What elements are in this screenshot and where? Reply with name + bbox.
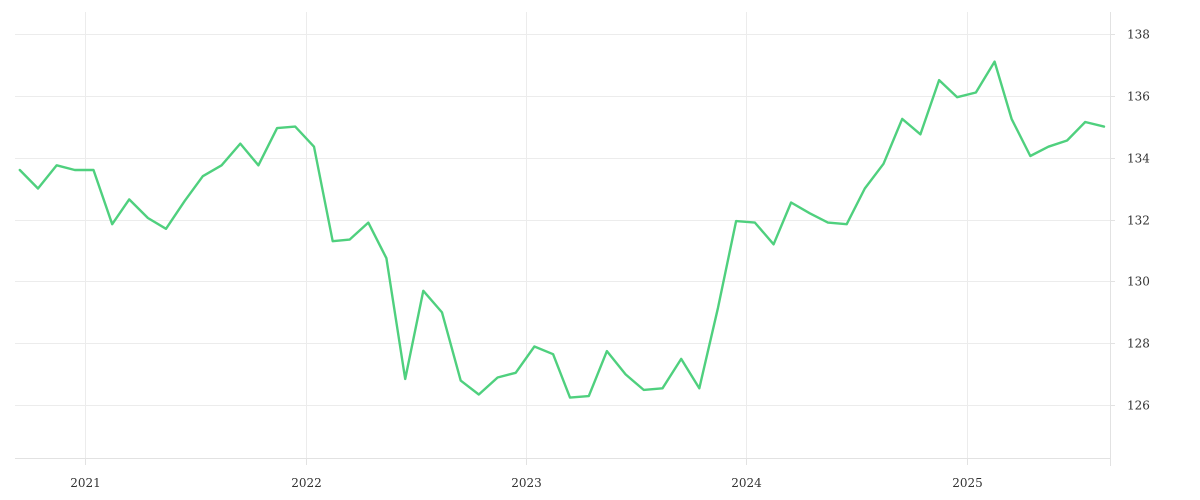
data-point bbox=[478, 393, 480, 395]
y-tick-label: 128 bbox=[1127, 337, 1150, 351]
data-point bbox=[661, 387, 663, 389]
data-point bbox=[1084, 121, 1086, 123]
data-point bbox=[735, 220, 737, 222]
y-tick-label: 132 bbox=[1127, 214, 1150, 228]
data-point bbox=[276, 127, 278, 129]
series-line bbox=[18, 60, 1106, 399]
data-point bbox=[680, 358, 682, 360]
data-point bbox=[128, 198, 130, 200]
data-point bbox=[257, 164, 259, 166]
data-point bbox=[313, 146, 315, 148]
data-point bbox=[515, 372, 517, 374]
data-point bbox=[846, 223, 848, 225]
data-point bbox=[74, 169, 76, 171]
y-tick-label: 130 bbox=[1127, 275, 1150, 289]
data-point bbox=[864, 187, 866, 189]
y-axis-ticks: 126 128 130 132 134 136 138 bbox=[1110, 28, 1150, 413]
data-point bbox=[460, 379, 462, 381]
data-point bbox=[772, 243, 774, 245]
data-point bbox=[569, 396, 571, 398]
data-point bbox=[385, 257, 387, 259]
y-tick-label: 126 bbox=[1127, 399, 1150, 413]
data-point bbox=[956, 96, 958, 98]
data-point bbox=[606, 350, 608, 352]
x-tick-label: 2022 bbox=[291, 476, 322, 490]
data-point bbox=[533, 345, 535, 347]
data-points bbox=[19, 60, 1106, 398]
data-point bbox=[552, 353, 554, 355]
data-point bbox=[827, 221, 829, 223]
data-point bbox=[165, 228, 167, 230]
data-point bbox=[1010, 118, 1012, 120]
data-point bbox=[1103, 125, 1105, 127]
data-point bbox=[624, 373, 626, 375]
data-point bbox=[56, 164, 58, 166]
data-point bbox=[1066, 139, 1068, 141]
data-point bbox=[901, 118, 903, 120]
y-tick-label: 136 bbox=[1127, 90, 1150, 104]
data-point bbox=[919, 133, 921, 135]
data-point bbox=[809, 212, 811, 214]
data-point bbox=[367, 221, 369, 223]
data-point bbox=[111, 223, 113, 225]
data-point bbox=[588, 395, 590, 397]
vertical-gridlines bbox=[85, 12, 968, 458]
data-point bbox=[348, 238, 350, 240]
data-point bbox=[754, 221, 756, 223]
x-tick-label: 2024 bbox=[731, 476, 762, 490]
data-point bbox=[496, 376, 498, 378]
data-point bbox=[717, 307, 719, 309]
data-point bbox=[294, 125, 296, 127]
horizontal-gridlines bbox=[15, 34, 1110, 406]
data-point bbox=[975, 91, 977, 93]
data-point bbox=[1029, 155, 1031, 157]
data-point bbox=[92, 169, 94, 171]
y-tick-label: 138 bbox=[1127, 28, 1150, 42]
data-point bbox=[698, 387, 700, 389]
x-tick-label: 2023 bbox=[511, 476, 542, 490]
data-point bbox=[220, 164, 222, 166]
data-point bbox=[938, 79, 940, 81]
data-point bbox=[1047, 146, 1049, 148]
data-point bbox=[790, 201, 792, 203]
data-point bbox=[147, 217, 149, 219]
data-point bbox=[332, 240, 334, 242]
data-point bbox=[404, 378, 406, 380]
data-point bbox=[422, 290, 424, 292]
data-point bbox=[239, 142, 241, 144]
data-point bbox=[882, 163, 884, 165]
data-point bbox=[993, 60, 995, 62]
data-point bbox=[184, 200, 186, 202]
data-point bbox=[19, 169, 21, 171]
x-tick-label: 2021 bbox=[70, 476, 101, 490]
y-tick-label: 134 bbox=[1127, 152, 1150, 166]
data-point bbox=[37, 187, 39, 189]
x-tick-label: 2025 bbox=[952, 476, 983, 490]
x-axis-ticks: 2021 2022 2023 2024 2025 bbox=[70, 458, 983, 490]
data-point bbox=[202, 175, 204, 177]
data-point bbox=[643, 389, 645, 391]
data-point bbox=[441, 311, 443, 313]
